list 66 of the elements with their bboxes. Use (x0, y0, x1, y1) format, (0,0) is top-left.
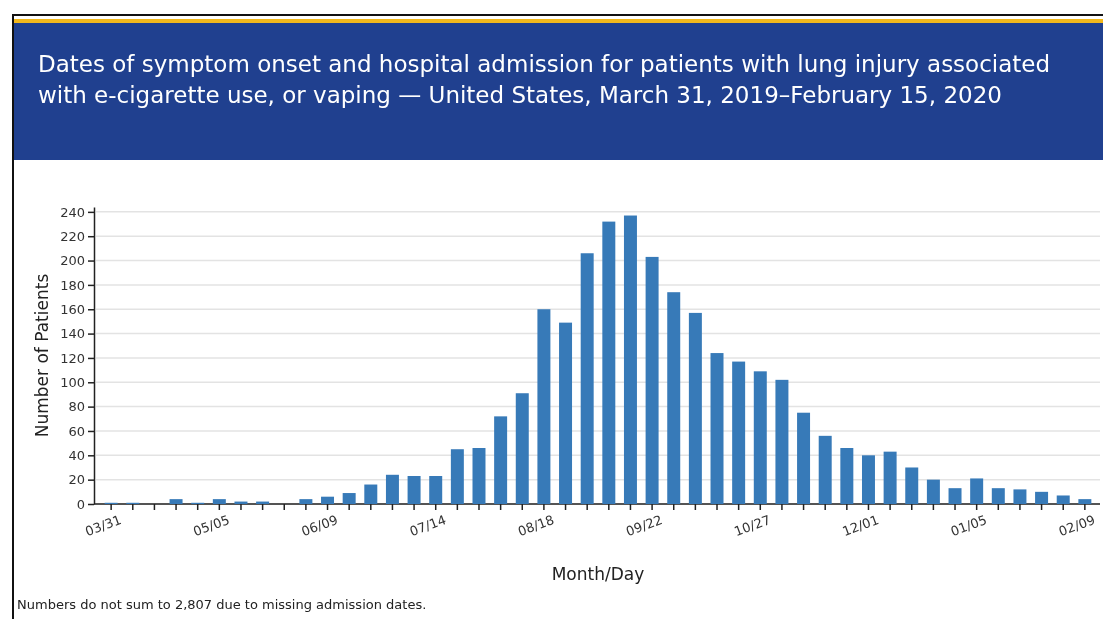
bar (212, 499, 226, 504)
bar (494, 416, 508, 504)
bar (688, 312, 702, 504)
x-axis-title: Month/Day (551, 564, 645, 584)
bar (1078, 499, 1092, 504)
bar (364, 484, 378, 504)
bar (299, 499, 313, 504)
bar (407, 476, 421, 504)
x-tick-label: 07/14 (407, 512, 448, 539)
bar (667, 292, 681, 504)
x-tick-label: 12/01 (840, 512, 881, 539)
bar (1035, 491, 1049, 504)
bar (1056, 495, 1070, 504)
x-tick-label: 02/09 (1056, 512, 1098, 539)
bar (905, 467, 919, 504)
x-tick-label: 08/18 (515, 512, 557, 539)
text: Numbers do not sum to 2,807 due to missing admission dates. (17, 597, 427, 612)
bar (732, 361, 746, 504)
y-tick-label: 80 (68, 399, 85, 415)
bar (883, 451, 897, 504)
bar (818, 435, 832, 504)
bar (602, 221, 616, 504)
x-tick-label: 06/09 (299, 512, 340, 539)
bar (991, 488, 1005, 504)
bar (797, 412, 811, 504)
bar (623, 215, 637, 504)
y-tick-label: 40 (68, 447, 85, 463)
bar (169, 499, 183, 504)
bar (926, 479, 940, 504)
bar (385, 474, 399, 504)
bar (1013, 489, 1027, 504)
bar (775, 379, 789, 504)
bar (970, 478, 984, 504)
y-tick-label: 20 (68, 472, 85, 488)
y-tick-label: 100 (60, 374, 85, 390)
bar (537, 309, 551, 504)
bar (710, 353, 724, 504)
chart-title: Dates of symptom onset and hospital admission for patients with lung injury associated with e-cigarette use, or vaping — United States, March 31, 2019–February 15, 2020 (38, 50, 1052, 110)
y-axis-title: Number of Patients (32, 273, 52, 438)
y-tick-label: 240 (60, 204, 85, 220)
x-tick-label: 10/27 (732, 512, 773, 539)
bar (472, 448, 486, 504)
bar (429, 476, 443, 504)
y-tick-label: 120 (60, 350, 85, 366)
y-tick-label: 180 (60, 277, 85, 293)
x-tick-label: 01/05 (948, 512, 989, 539)
bar (645, 256, 659, 504)
bar (559, 322, 573, 504)
bar (861, 455, 875, 504)
x-tick-label: 03/31 (83, 512, 124, 539)
bar (515, 393, 529, 504)
y-tick-label: 0 (76, 496, 85, 512)
bar (450, 449, 464, 504)
x-tick-label: 09/22 (623, 512, 665, 539)
bar (840, 448, 854, 504)
y-tick-label: 160 (60, 301, 85, 317)
x-tick-label: 05/05 (191, 512, 232, 539)
bar (948, 488, 962, 504)
bar (753, 371, 767, 504)
y-tick-label: 60 (68, 423, 85, 439)
y-tick-label: 200 (60, 253, 85, 269)
bar (580, 253, 594, 504)
y-tick-label: 140 (60, 326, 85, 342)
bar (342, 493, 356, 504)
bar (321, 496, 335, 504)
y-tick-label: 220 (60, 228, 85, 244)
